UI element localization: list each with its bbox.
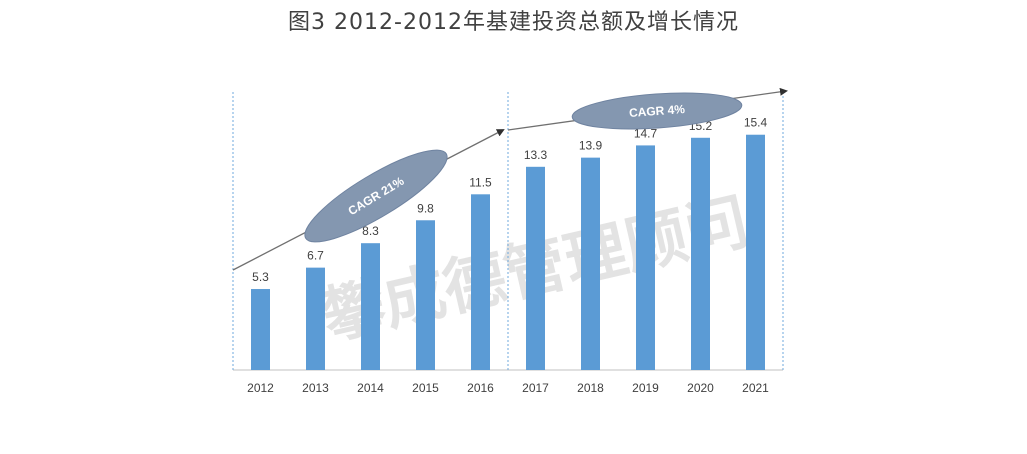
bar-series: [251, 134, 765, 370]
value-label-2017: 13.3: [524, 148, 548, 162]
x-tick-label-2018: 2018: [577, 381, 604, 395]
value-label-2015: 9.8: [417, 201, 434, 215]
bar-2014: [361, 243, 380, 370]
value-label-2016: 11.5: [469, 175, 492, 189]
value-label-2012: 5.3: [252, 270, 269, 284]
bar-2017: [526, 166, 545, 370]
x-tick-label-2013: 2013: [302, 381, 329, 395]
bar-2019: [636, 145, 655, 370]
value-label-2014: 8.3: [362, 224, 379, 238]
bar-2021: [746, 134, 765, 370]
value-label-2013: 6.7: [307, 249, 324, 263]
cagr-ellipse: [571, 92, 743, 130]
value-label-2019: 14.7: [634, 126, 658, 140]
bar-2013: [306, 267, 325, 370]
cagr-callout: CAGR 4%: [571, 92, 743, 130]
value-label-2018: 13.9: [579, 139, 603, 153]
chart-title: 图3 2012-2012年基建投资总额及增长情况: [288, 10, 739, 35]
x-tick-label-2019: 2019: [632, 381, 659, 395]
bar-2018: [581, 157, 600, 370]
x-tick-label-2012: 2012: [247, 381, 274, 395]
bar-2016: [471, 194, 490, 370]
x-tick-label-2020: 2020: [687, 381, 714, 395]
bar-2015: [416, 220, 435, 370]
x-tick-label-2021: 2021: [742, 381, 769, 395]
cagr-ellipse: [304, 149, 448, 243]
x-tick-label-2017: 2017: [522, 381, 549, 395]
x-axis-ticks: 2012 2013 2014 2015 2016 2017 2018 2019 2020 2021: [247, 381, 769, 395]
x-tick-label-2016: 2016: [467, 381, 494, 395]
value-label-2021: 15.4: [744, 116, 768, 130]
data-labels: 5.36.78.39.811.513.313.914.715.2 15.4: [252, 116, 767, 284]
bar-2012: [251, 289, 270, 370]
bar-2020: [691, 137, 710, 370]
cagr-label: CAGR 4%: [629, 102, 686, 120]
x-tick-label-2014: 2014: [357, 381, 384, 395]
x-tick-label-2015: 2015: [412, 381, 439, 395]
